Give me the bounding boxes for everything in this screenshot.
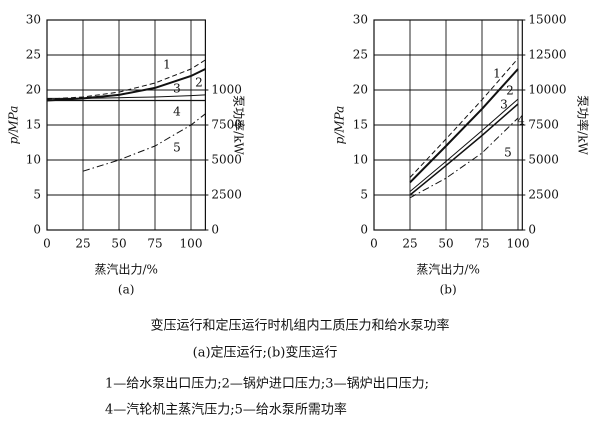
x-tick-label: 25	[75, 237, 90, 251]
y2-tick-label: 1000	[211, 83, 242, 97]
panel-label: (b)	[440, 283, 457, 297]
series-line	[46, 59, 206, 100]
y2-tick-label: 7500	[211, 118, 242, 132]
x-axis-label: 蒸汽出力/%	[416, 262, 479, 277]
y2-tick-label: 0	[211, 223, 219, 237]
x-tick-label: 75	[147, 237, 162, 251]
y-tick-label: 30	[26, 13, 41, 27]
y-tick-label: 5	[360, 188, 368, 202]
y-tick-label: 25	[26, 48, 41, 62]
y-tick-label: 0	[360, 223, 368, 237]
y2-tick-label: 10000	[528, 83, 566, 97]
series-label: 5	[504, 146, 512, 160]
y-tick-label: 0	[33, 223, 41, 237]
y-tick-label: 15	[26, 118, 41, 132]
y-tick-label: 5	[33, 188, 41, 202]
series-line	[47, 94, 206, 99]
y-tick-label: 30	[353, 13, 368, 27]
y-tick-label: 10	[353, 153, 368, 167]
y2-tick-label: 2500	[211, 188, 242, 202]
caption-legend: 4—汽轮机主蒸汽压力;5—给水泵所需功率	[105, 402, 347, 418]
caption-legend: 1—给水泵出口压力;2—锅炉进口压力;3—锅炉出口压力;	[105, 376, 429, 392]
series-line	[409, 117, 519, 199]
y2-tick-label: 2500	[528, 188, 559, 202]
series-line	[409, 58, 519, 178]
x-tick-label: 100	[507, 237, 530, 251]
y2-axis-label: 泵功率/kW	[232, 95, 247, 155]
series-label: 3	[173, 82, 181, 96]
panel-label: (a)	[118, 283, 135, 297]
y2-axis-label: 泵功率/kW	[576, 95, 591, 155]
series-line	[409, 68, 519, 184]
y-tick-label: 20	[26, 83, 41, 97]
series-label: 4	[173, 105, 181, 119]
series-label: 4	[517, 114, 525, 128]
series-label: 3	[500, 98, 508, 112]
x-tick-label: 75	[474, 237, 489, 251]
series-label: 1	[163, 58, 171, 72]
series-line	[409, 98, 519, 192]
series-line	[82, 113, 206, 172]
y2-tick-label: 7500	[528, 118, 559, 132]
y-tick-label: 25	[353, 48, 368, 62]
y2-tick-label: 5000	[528, 153, 559, 167]
y2-tick-label: 5000	[211, 153, 242, 167]
x-axis-label: 蒸汽出力/%	[94, 262, 157, 277]
y2-tick-label: 12500	[528, 48, 566, 62]
series-label: 1	[493, 67, 501, 81]
series-label: 5	[173, 141, 181, 155]
caption-subtitle: (a)定压运行;(b)变压运行	[193, 345, 338, 361]
x-tick-label: 0	[370, 237, 378, 251]
series-label: 2	[506, 84, 514, 98]
x-tick-label: 50	[438, 237, 453, 251]
x-tick-label: 50	[111, 237, 126, 251]
caption-title: 变压运行和定压运行时机组内工质压力和给水泵功率	[150, 318, 449, 334]
y2-tick-label: 0	[528, 223, 536, 237]
x-tick-label: 25	[402, 237, 417, 251]
y-tick-label: 10	[26, 153, 41, 167]
y-tick-label: 15	[353, 118, 368, 132]
y2-tick-label: 15000	[528, 13, 566, 27]
x-tick-label: 100	[180, 237, 203, 251]
x-tick-label: 0	[43, 237, 51, 251]
series-label: 2	[195, 76, 203, 90]
series-line	[409, 103, 519, 196]
y-axis-label: p/MPa	[333, 106, 347, 145]
y-axis-label: p/MPa	[7, 106, 21, 145]
y-tick-label: 20	[353, 83, 368, 97]
